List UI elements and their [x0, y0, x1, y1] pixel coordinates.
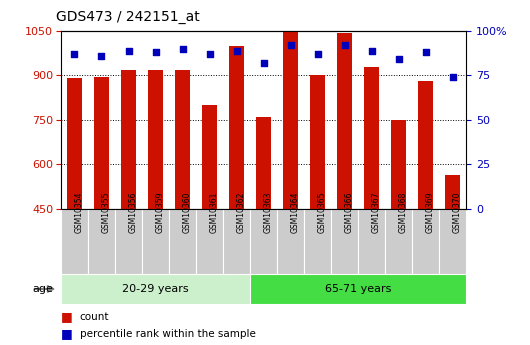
- Text: GSM10368: GSM10368: [399, 191, 408, 233]
- Bar: [304, 209, 331, 274]
- Bar: [67, 78, 82, 209]
- Text: GSM10355: GSM10355: [102, 191, 110, 233]
- Point: [422, 50, 430, 55]
- Point: [367, 48, 376, 53]
- Text: GSM10364: GSM10364: [290, 191, 299, 233]
- Bar: [61, 209, 88, 274]
- Bar: [61, 274, 250, 304]
- Text: GSM10354: GSM10354: [74, 191, 83, 233]
- Bar: [148, 70, 163, 209]
- Bar: [412, 209, 439, 274]
- Point: [70, 51, 79, 57]
- Text: GSM10361: GSM10361: [209, 191, 218, 233]
- Bar: [250, 274, 466, 304]
- Point: [394, 57, 403, 62]
- Text: 20-29 years: 20-29 years: [122, 284, 189, 294]
- Bar: [256, 117, 271, 209]
- Text: GSM10369: GSM10369: [426, 191, 435, 233]
- Bar: [391, 120, 407, 209]
- Point: [152, 50, 160, 55]
- Text: GSM10359: GSM10359: [156, 191, 164, 233]
- Point: [259, 60, 268, 66]
- Bar: [337, 32, 352, 209]
- Bar: [88, 209, 115, 274]
- Bar: [115, 209, 142, 274]
- Text: GSM10356: GSM10356: [129, 191, 137, 233]
- Bar: [310, 76, 325, 209]
- Point: [314, 51, 322, 57]
- Bar: [277, 209, 304, 274]
- Bar: [385, 209, 412, 274]
- Point: [178, 46, 187, 51]
- Point: [232, 48, 241, 53]
- Bar: [196, 209, 223, 274]
- Bar: [364, 67, 379, 209]
- Bar: [283, 31, 298, 209]
- Text: ■: ■: [61, 327, 73, 341]
- Text: age: age: [32, 284, 53, 294]
- Bar: [202, 105, 217, 209]
- Point: [448, 75, 457, 80]
- Text: percentile rank within the sample: percentile rank within the sample: [80, 329, 255, 339]
- Text: GSM10362: GSM10362: [236, 191, 245, 233]
- Point: [98, 53, 106, 59]
- Text: GDS473 / 242151_at: GDS473 / 242151_at: [56, 10, 199, 24]
- Point: [286, 42, 295, 48]
- Bar: [142, 209, 169, 274]
- Bar: [439, 209, 466, 274]
- Text: GSM10360: GSM10360: [182, 191, 191, 233]
- Text: GSM10366: GSM10366: [344, 191, 354, 233]
- Text: GSM10363: GSM10363: [263, 191, 272, 233]
- Bar: [229, 46, 244, 209]
- Bar: [175, 70, 190, 209]
- Bar: [445, 175, 461, 209]
- Text: 65-71 years: 65-71 years: [325, 284, 392, 294]
- Text: count: count: [80, 312, 109, 322]
- Bar: [418, 81, 434, 209]
- Bar: [94, 77, 109, 209]
- Bar: [121, 70, 136, 209]
- Bar: [223, 209, 250, 274]
- Point: [205, 51, 214, 57]
- Text: ■: ■: [61, 310, 73, 323]
- Text: GSM10367: GSM10367: [372, 191, 381, 233]
- Bar: [250, 209, 277, 274]
- Point: [340, 42, 349, 48]
- Bar: [169, 209, 196, 274]
- Point: [124, 48, 132, 53]
- Text: GSM10370: GSM10370: [453, 191, 462, 233]
- Bar: [331, 209, 358, 274]
- Bar: [358, 209, 385, 274]
- Text: GSM10365: GSM10365: [318, 191, 326, 233]
